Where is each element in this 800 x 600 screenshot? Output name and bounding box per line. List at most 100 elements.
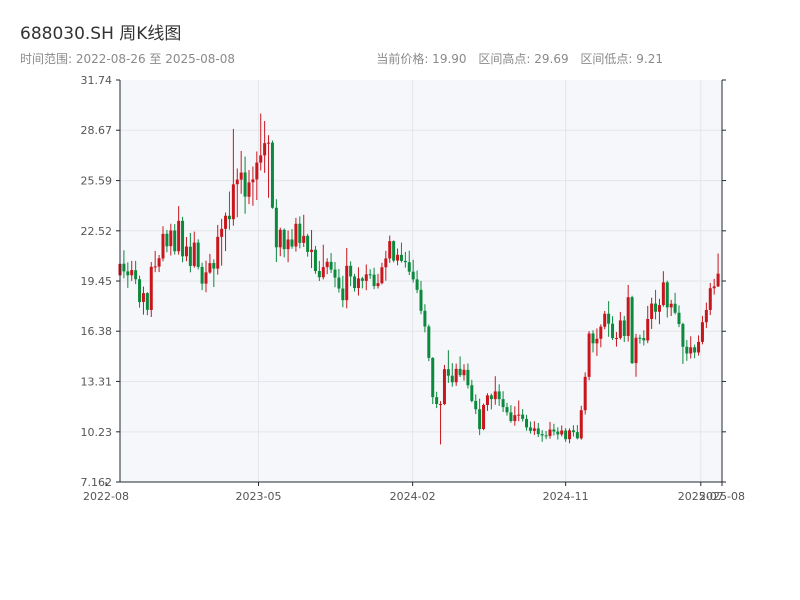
axes: 7.162 10.23 13.31 16.38 19.45 22.52 25.59 28.67… <box>81 74 745 503</box>
candle-up <box>376 273 380 289</box>
candle-body <box>392 241 396 261</box>
candle-body <box>673 303 677 313</box>
candle-body <box>478 409 482 430</box>
candle-body <box>415 279 419 290</box>
candle-body <box>141 293 145 302</box>
candle-body <box>540 434 544 436</box>
candle-down <box>470 379 474 403</box>
candle-down <box>525 414 529 431</box>
candle-body <box>482 404 486 430</box>
candle-down <box>306 233 310 257</box>
candle-body <box>485 395 489 405</box>
candle-body <box>153 266 157 268</box>
candle-body <box>626 297 630 336</box>
candle-up <box>247 170 251 205</box>
candle-body <box>501 399 505 408</box>
candle-down <box>181 216 185 263</box>
candle-down <box>450 363 454 387</box>
candle-body <box>122 263 126 272</box>
candle-body <box>329 261 333 270</box>
candle-up <box>587 331 591 381</box>
candle-down <box>681 322 685 364</box>
candle-up <box>224 212 228 252</box>
candle-body <box>356 278 360 289</box>
candle-up <box>259 113 263 171</box>
candle-down <box>654 289 658 320</box>
candle-up <box>595 328 599 356</box>
candle-down <box>407 250 411 275</box>
candle-body <box>196 242 200 267</box>
candle-down <box>227 191 231 230</box>
candle-body <box>505 407 509 413</box>
candle-body <box>384 258 388 268</box>
candle-up <box>618 311 622 340</box>
x-tick-label: 2022-08 <box>83 490 129 503</box>
candle-body <box>267 142 271 144</box>
candle-down <box>673 292 677 315</box>
candle-down <box>270 140 274 209</box>
candle-down <box>372 267 376 290</box>
candle-body <box>669 303 673 308</box>
candle-body <box>704 309 708 323</box>
x-tick-label: 2024-02 <box>390 490 436 503</box>
candle-up <box>192 231 196 268</box>
candle-down <box>188 232 192 273</box>
candle-up <box>603 310 607 330</box>
candle-up <box>454 363 458 386</box>
candle-up <box>548 421 552 439</box>
candle-up <box>626 284 630 342</box>
candle-body <box>450 375 454 383</box>
x-tick-label: 2025-07 <box>678 490 724 503</box>
candle-body <box>337 277 341 289</box>
candle-down <box>677 305 681 328</box>
candle-body <box>364 274 368 281</box>
x-tick-label: 2024-11 <box>543 490 589 503</box>
range-high-label: 区间高点: 29.69 <box>478 52 569 66</box>
candle-up <box>650 297 654 329</box>
candle-body <box>306 235 310 252</box>
candle-up <box>380 262 384 285</box>
candle-body <box>212 263 216 269</box>
candle-body <box>708 288 712 310</box>
candle-body <box>192 242 196 266</box>
candle-body <box>525 418 529 428</box>
candle-down <box>630 295 634 364</box>
candle-body <box>657 305 661 312</box>
candle-body <box>575 432 579 439</box>
candle-body <box>564 430 568 440</box>
candle-down <box>552 423 556 436</box>
candle-up <box>513 406 517 426</box>
candle-down <box>638 334 642 344</box>
candle-down <box>540 430 544 442</box>
candle-body <box>599 326 603 339</box>
candle-body <box>431 357 435 398</box>
candle-body <box>693 347 697 353</box>
candle-body <box>282 229 286 250</box>
candle-body <box>536 428 540 435</box>
candle-body <box>313 249 317 272</box>
candle-body <box>360 278 364 281</box>
candle-down <box>575 425 579 440</box>
chart-title: 688030.SH 周K线图 <box>20 24 182 44</box>
candle-body <box>642 338 646 341</box>
candle-body <box>200 266 204 284</box>
candle-body <box>634 337 638 364</box>
candle-body <box>165 233 169 247</box>
candle-down <box>509 405 513 423</box>
y-tick-label: 31.74 <box>81 74 113 87</box>
candle-down <box>368 269 372 279</box>
candle-down <box>611 316 615 341</box>
candle-body <box>325 261 329 268</box>
candle-up <box>345 247 349 309</box>
candle-body <box>345 265 349 301</box>
candle-body <box>227 215 231 220</box>
candle-body <box>712 286 716 289</box>
candle-body <box>188 246 192 266</box>
candle-body <box>321 267 325 278</box>
candle-up <box>161 226 165 262</box>
candle-body <box>568 430 572 440</box>
candle-up <box>149 262 153 317</box>
candle-body <box>396 254 400 261</box>
candle-body <box>173 230 177 252</box>
candle-down <box>173 224 177 255</box>
